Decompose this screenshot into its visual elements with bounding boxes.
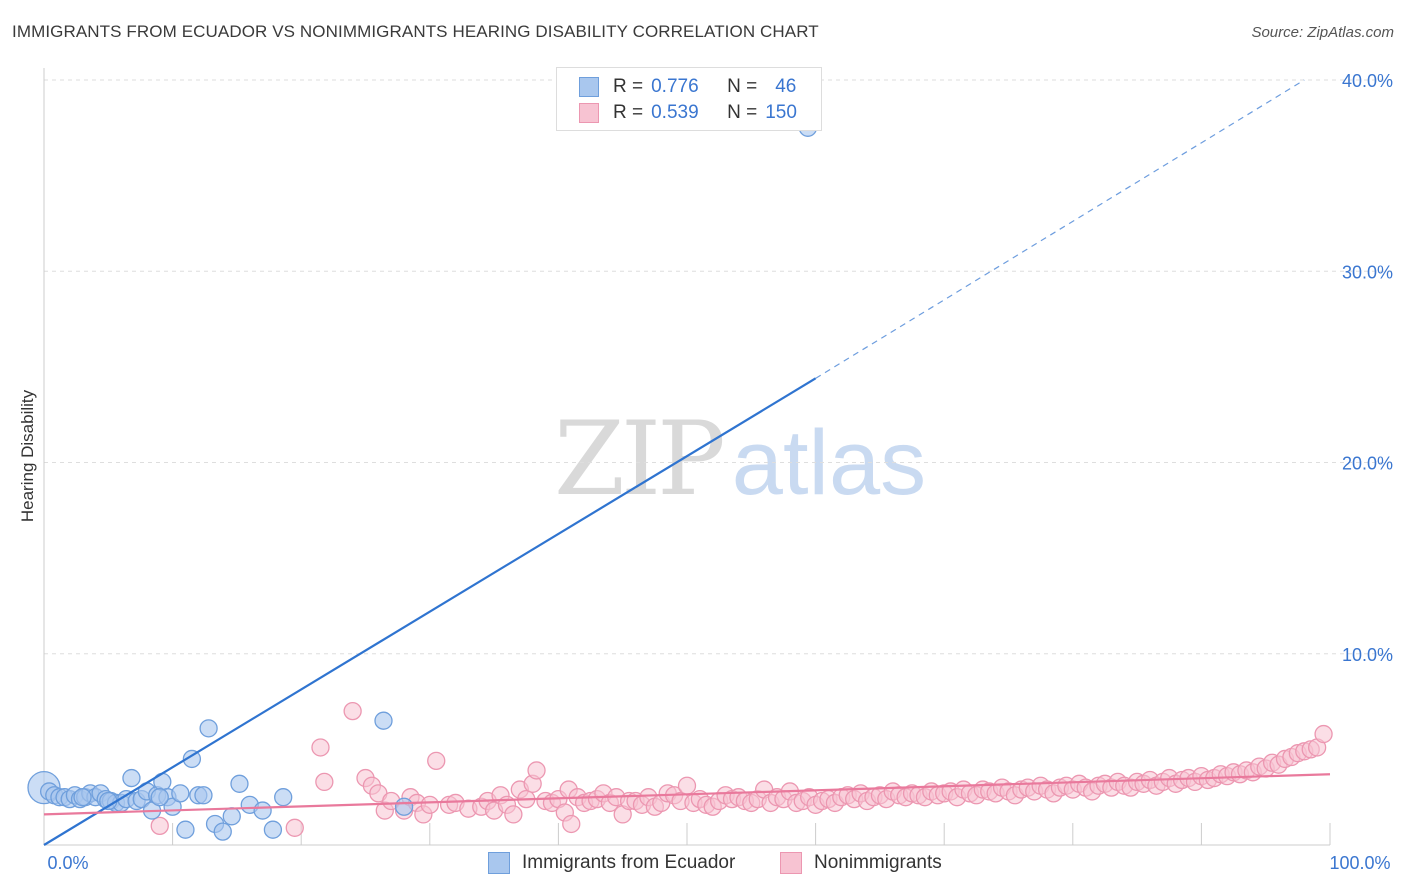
- data-point-ecuador: [274, 788, 293, 807]
- data-point-nonimmigrants: [1314, 724, 1333, 744]
- chart-title: IMMIGRANTS FROM ECUADOR VS NONIMMIGRANTS…: [12, 22, 819, 41]
- legend-n-label: N =: [727, 102, 758, 123]
- series-legend: Immigrants from Ecuador Nonimmigrants: [0, 850, 1406, 880]
- data-point-nonimmigrants: [527, 761, 546, 780]
- trend-line-ecuador: [43, 377, 817, 846]
- y-tick-label: 30.0%: [1342, 262, 1393, 282]
- legend-row-ecuador: R = 0.776 N = 46: [579, 74, 796, 100]
- legend-n-label: N =: [727, 76, 758, 97]
- y-tick-label: 20.0%: [1342, 454, 1393, 474]
- data-point-nonimmigrants: [562, 814, 581, 834]
- data-point-nonimmigrants: [420, 795, 439, 814]
- data-point-ecuador: [150, 788, 169, 807]
- data-point-ecuador: [230, 774, 249, 793]
- data-point-ecuador: [171, 784, 190, 803]
- data-point-ecuador: [176, 820, 195, 839]
- data-point-ecuador: [263, 820, 283, 839]
- legend-r-label: R =: [613, 76, 644, 97]
- trend-line-ecuador-extension: [815, 79, 1305, 379]
- legend-r-label: R =: [613, 102, 644, 123]
- data-point-ecuador: [213, 822, 232, 841]
- data-point-nonimmigrants: [504, 805, 523, 824]
- data-point-nonimmigrants: [677, 776, 697, 795]
- legend-row-nonimmigrants: R = 0.539 N = 150: [579, 100, 797, 126]
- data-point-nonimmigrants: [150, 816, 169, 836]
- legend-item-nonimmigrants[interactable]: Nonimmigrants: [780, 852, 942, 874]
- data-point-nonimmigrants: [343, 701, 362, 721]
- data-point-ecuador: [394, 797, 414, 816]
- legend-r-value: 0.776: [651, 76, 699, 97]
- legend-swatch-pink: [579, 103, 599, 123]
- data-point-nonimmigrants: [427, 751, 446, 770]
- legend-swatch-pink: [780, 852, 802, 874]
- watermark-zip: ZIP: [554, 400, 726, 519]
- data-point-ecuador: [182, 749, 202, 769]
- data-point-ecuador: [73, 788, 92, 807]
- legend-label-nonimmigrants: Nonimmigrants: [814, 852, 942, 873]
- legend-swatch-blue: [579, 77, 599, 97]
- data-point-ecuador: [122, 768, 141, 788]
- legend-label-ecuador: Immigrants from Ecuador: [522, 852, 736, 873]
- correlation-legend: R = 0.776 N = 46 R = 0.539 N = 150: [556, 67, 822, 131]
- x-tick-label: 0.0%: [47, 853, 88, 873]
- legend-swatch-blue: [488, 852, 510, 874]
- data-point-nonimmigrants: [285, 818, 304, 837]
- data-point-ecuador: [199, 719, 218, 738]
- y-tick-label: 10.0%: [1342, 645, 1393, 665]
- trend-line-nonimmigrants: [43, 773, 1331, 816]
- legend-item-ecuador[interactable]: Immigrants from Ecuador: [488, 852, 735, 874]
- data-point-ecuador: [374, 711, 393, 730]
- legend-n-value: 46: [775, 76, 797, 97]
- legend-n-value: 150: [765, 102, 797, 123]
- y-tick-label: 40.0%: [1342, 71, 1393, 91]
- data-point-ecuador: [222, 807, 241, 826]
- data-point-nonimmigrants: [315, 772, 334, 792]
- source-label: Source: ZipAtlas.com: [1251, 24, 1394, 41]
- data-point-ecuador: [253, 801, 272, 820]
- data-point-ecuador: [194, 786, 213, 805]
- x-tick-label: 100.0%: [1329, 853, 1390, 873]
- data-point-nonimmigrants: [311, 738, 330, 757]
- legend-r-value: 0.539: [651, 102, 699, 123]
